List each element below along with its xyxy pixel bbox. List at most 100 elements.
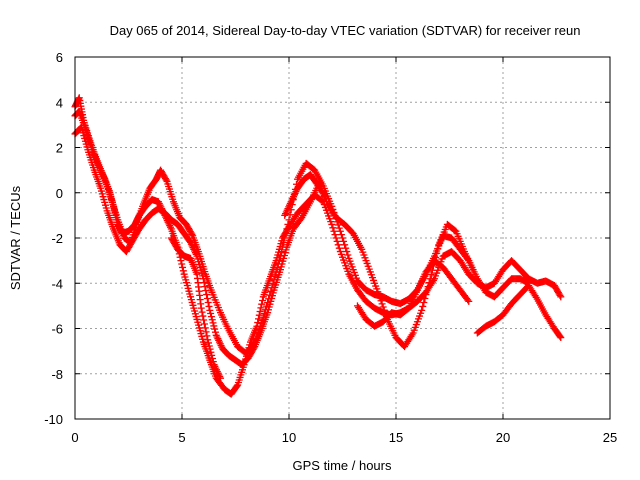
data-point: [379, 303, 387, 311]
data-point: [201, 283, 209, 291]
data-point: [557, 293, 565, 301]
series-track-5: [353, 257, 473, 330]
data-point: [275, 256, 283, 264]
data-point: [424, 283, 432, 291]
series-track-2: [71, 107, 533, 357]
data-point: [282, 229, 290, 237]
x-tick-label: 10: [282, 430, 296, 445]
y-tick-label: -6: [51, 322, 63, 337]
data-point: [418, 306, 426, 314]
data-point: [377, 297, 385, 305]
data-point: [336, 227, 344, 235]
series-track-3: [71, 123, 477, 369]
data-point: [556, 291, 564, 299]
chart-title: Day 065 of 2014, Sidereal Day-to-day VTE…: [110, 23, 581, 38]
data-point: [217, 374, 225, 382]
data-point: [207, 313, 215, 321]
data-point: [341, 241, 349, 249]
grid: [75, 57, 610, 419]
data-point: [342, 244, 350, 252]
data-point: [421, 295, 429, 303]
data-point: [557, 334, 565, 342]
data-point: [464, 296, 472, 304]
data-point: [422, 291, 430, 299]
data-point: [250, 344, 258, 352]
data-point: [329, 224, 337, 232]
data-point: [284, 220, 292, 228]
x-tick-label: 20: [496, 430, 510, 445]
data-point: [197, 304, 205, 312]
y-tick-label: 2: [56, 141, 63, 156]
data-point: [278, 248, 286, 256]
data-point: [425, 279, 433, 287]
data-point: [259, 297, 267, 305]
data-point: [378, 300, 386, 308]
data-point: [344, 251, 352, 259]
data-point: [188, 230, 196, 238]
data-point: [208, 354, 216, 362]
data-point: [434, 245, 442, 253]
series-track-1: [71, 94, 565, 398]
data-point: [202, 287, 210, 295]
data-point: [204, 336, 212, 344]
data-point: [255, 311, 263, 319]
data-point: [178, 260, 186, 268]
data-point: [206, 345, 214, 353]
data-point: [209, 358, 217, 366]
data-point: [339, 234, 346, 242]
series-track-4: [167, 234, 225, 382]
data-point: [207, 310, 215, 318]
data-point: [211, 325, 219, 333]
data-point: [331, 231, 339, 239]
data-point: [202, 328, 210, 336]
data-point: [257, 304, 265, 312]
x-tick-label: 15: [389, 430, 403, 445]
data-point: [426, 275, 434, 283]
data-point: [333, 237, 341, 245]
data-point: [427, 270, 435, 278]
series-track-6: [473, 282, 565, 342]
data-series: [71, 94, 565, 398]
data-point: [200, 279, 208, 287]
data-point: [198, 308, 206, 316]
data-point: [556, 332, 564, 340]
data-point: [199, 275, 207, 283]
y-tick-label: 0: [56, 186, 63, 201]
data-point: [419, 302, 427, 310]
data-point: [423, 287, 431, 295]
data-point: [179, 263, 187, 271]
y-tick-label: -4: [51, 276, 63, 291]
y-tick-label: -8: [51, 367, 63, 382]
data-point: [208, 351, 216, 359]
data-point: [376, 294, 384, 302]
data-point: [469, 266, 477, 274]
y-axis-label: SDTVAR / TECUs: [8, 185, 23, 290]
plot-frame: [74, 56, 611, 420]
data-point: [207, 348, 215, 356]
y-tick-label: -10: [44, 412, 63, 427]
data-point: [343, 248, 351, 256]
data-point: [210, 322, 218, 330]
data-point: [328, 220, 336, 228]
data-point: [255, 315, 263, 323]
tick-labels: 0 5 10 15 20 25 -10 -8 -6 -4 -2 0 2 4 6: [44, 50, 617, 445]
data-point: [375, 291, 383, 299]
data-point: [203, 332, 211, 340]
data-point: [337, 231, 345, 239]
data-point: [335, 244, 343, 252]
data-point: [162, 176, 170, 184]
data-point: [258, 300, 266, 308]
data-point: [208, 316, 216, 324]
x-tick-label: 0: [71, 430, 78, 445]
data-point: [204, 298, 212, 306]
data-point: [321, 193, 329, 201]
data-point: [285, 216, 293, 224]
data-point: [177, 257, 185, 265]
data-point: [200, 320, 208, 328]
data-point: [205, 342, 213, 350]
data-point: [433, 249, 441, 257]
data-point: [465, 297, 473, 305]
data-point: [330, 227, 338, 235]
data-point: [203, 291, 211, 299]
